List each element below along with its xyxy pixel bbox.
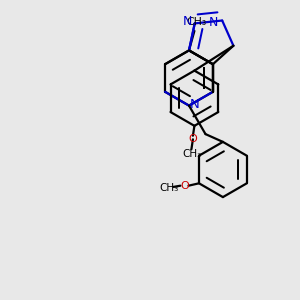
Text: N: N xyxy=(190,98,199,112)
Text: O: O xyxy=(180,181,189,191)
Text: N: N xyxy=(209,16,218,28)
Text: CH₃: CH₃ xyxy=(182,149,202,159)
Text: CH₃: CH₃ xyxy=(159,183,178,193)
Text: N: N xyxy=(183,15,192,28)
Text: CH₃: CH₃ xyxy=(186,17,206,27)
Text: O: O xyxy=(188,134,197,144)
